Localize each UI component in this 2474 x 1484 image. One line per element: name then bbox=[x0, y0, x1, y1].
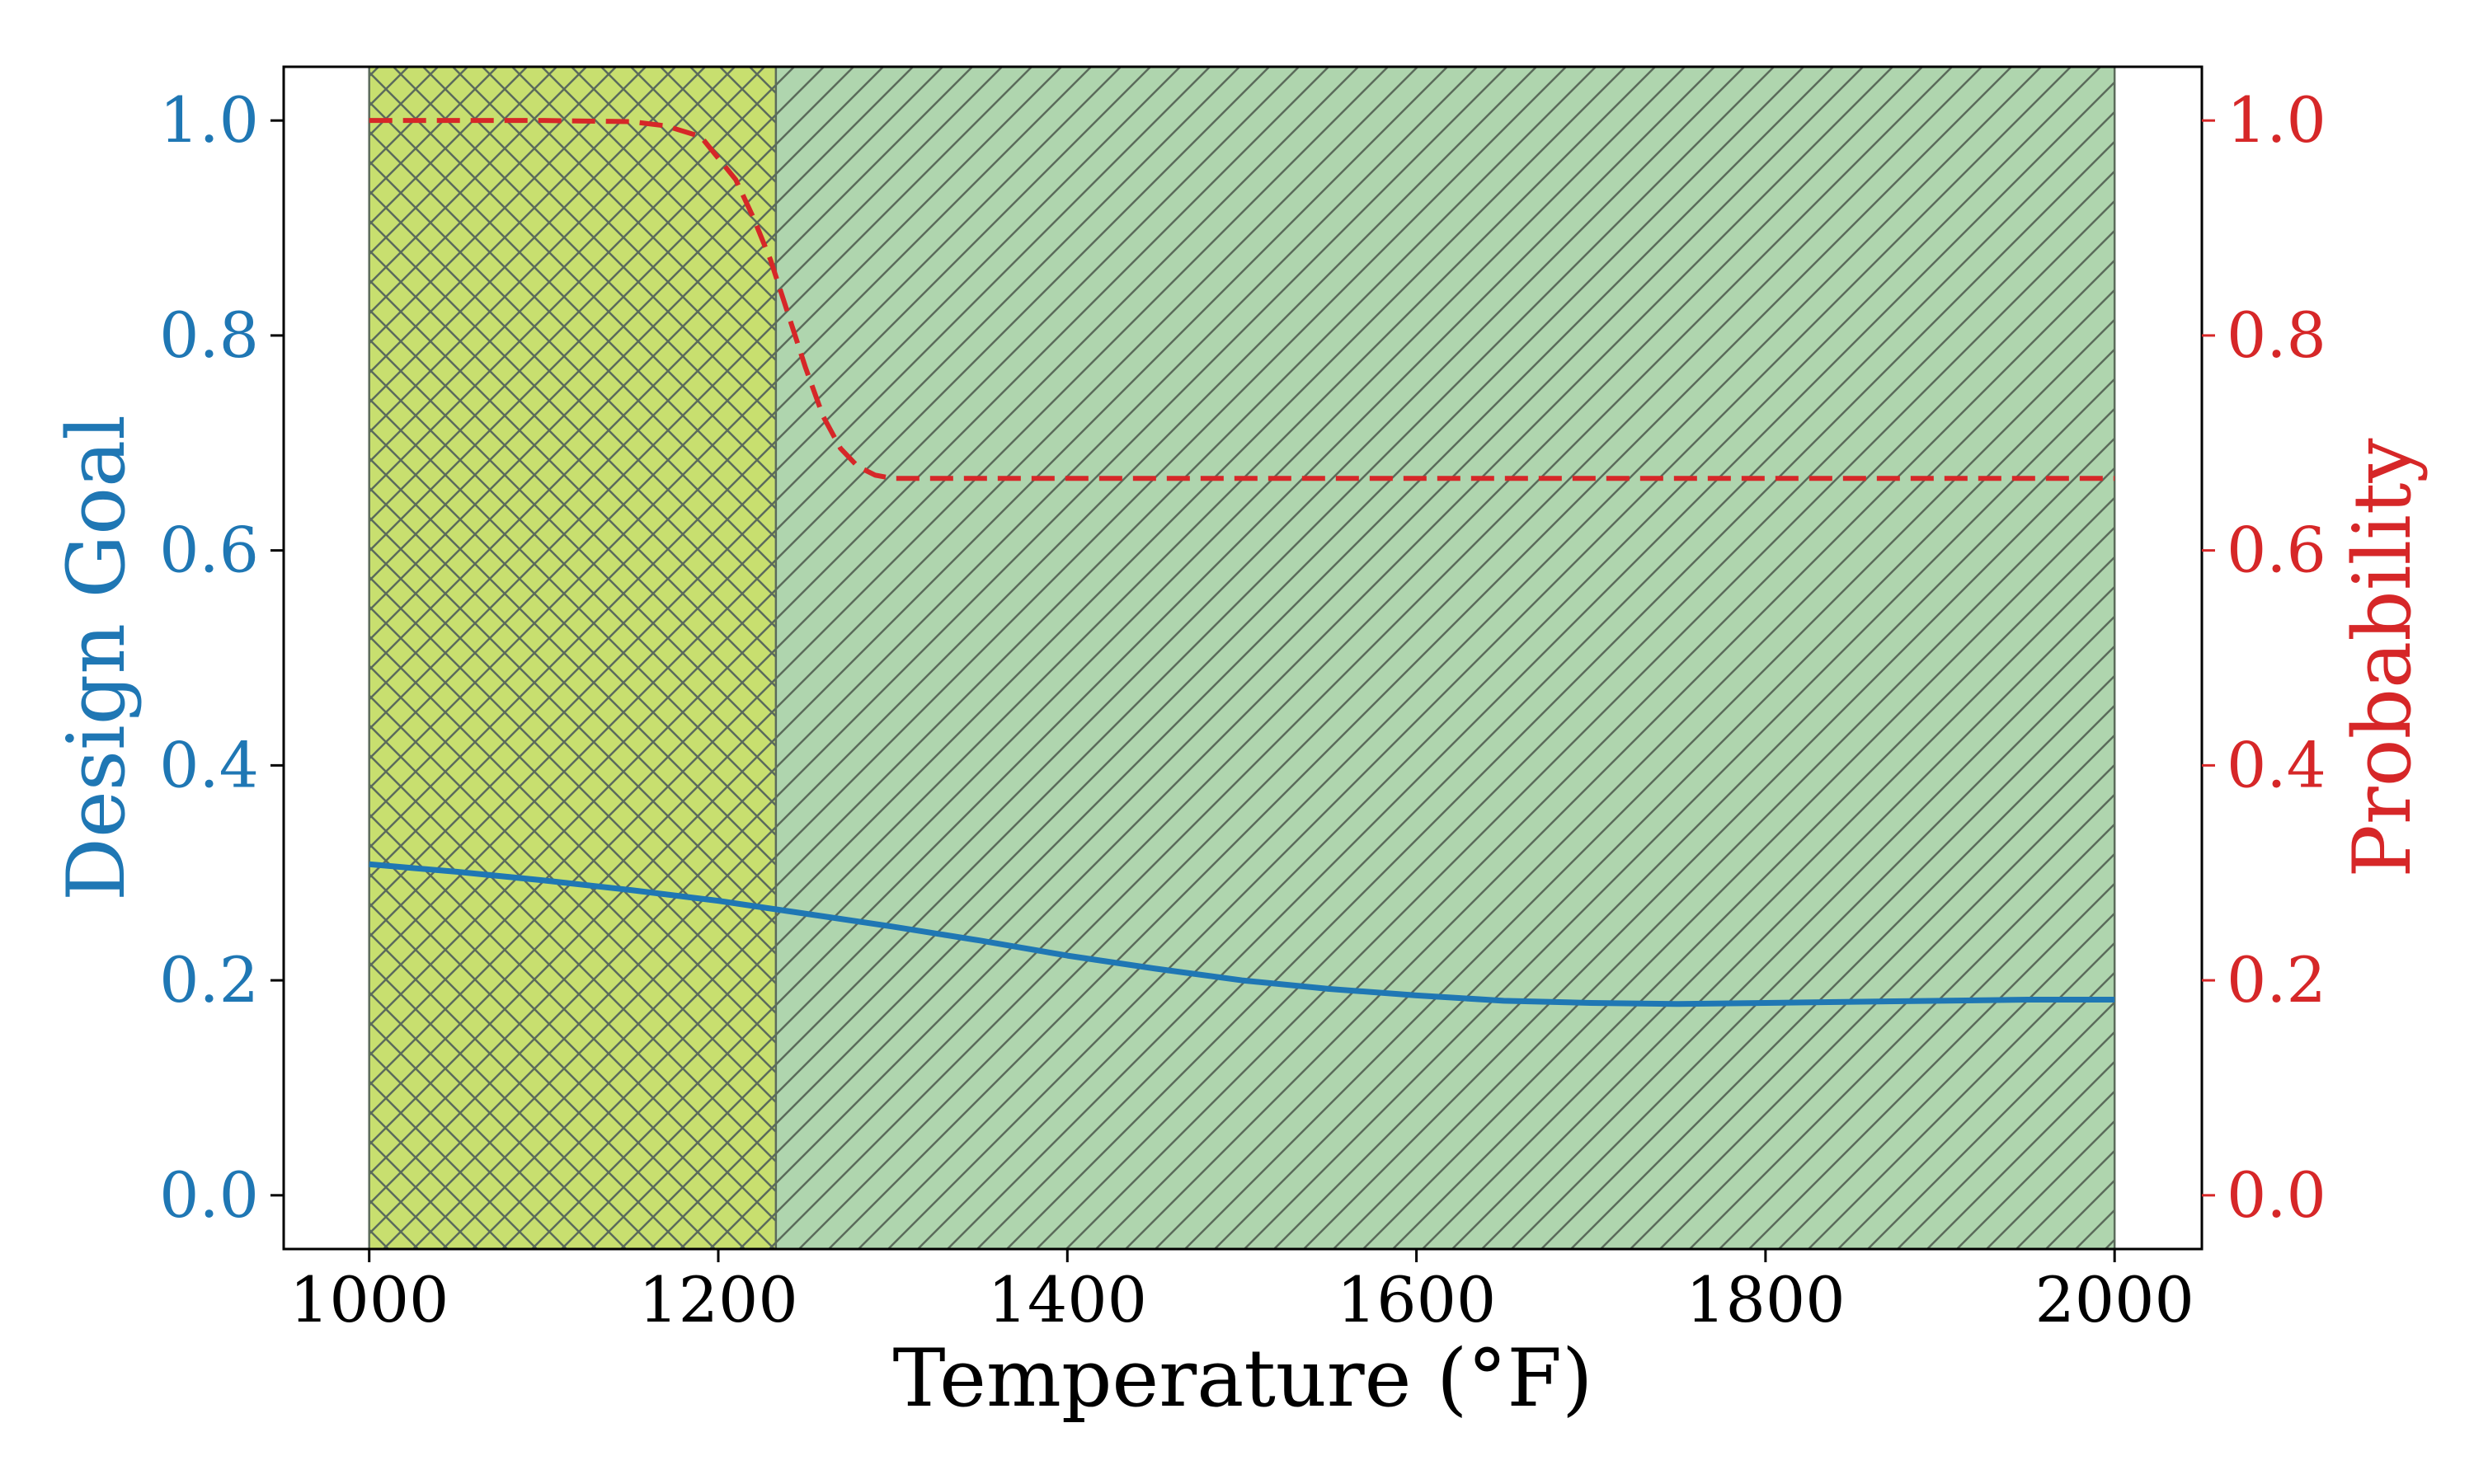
y-axis-left-title: Design Goal bbox=[50, 415, 143, 901]
x-tick-label: 1800 bbox=[1686, 1263, 1845, 1336]
plot-frame bbox=[282, 65, 2204, 1251]
y-axis-left: 0.0 0.2 0.4 0.6 0.8 1.0 bbox=[159, 83, 284, 1232]
y-left-tick-label: 1.0 bbox=[159, 83, 259, 157]
x-tick-label: 2000 bbox=[2034, 1263, 2194, 1336]
y-right-tick-label: 0.4 bbox=[2227, 728, 2326, 801]
x-axis-title: Temperature (°F) bbox=[893, 1332, 1593, 1425]
shaded-regions bbox=[368, 67, 2116, 1249]
x-tick-label: 1400 bbox=[988, 1263, 1147, 1336]
y-right-tick-label: 0.2 bbox=[2227, 943, 2326, 1017]
y-right-tick-label: 0.8 bbox=[2227, 298, 2326, 372]
y-left-tick-label: 0.2 bbox=[159, 943, 259, 1017]
series-lines bbox=[369, 118, 2115, 1007]
y-right-tick-label: 1.0 bbox=[2227, 83, 2326, 157]
y-right-tick-label: 0.6 bbox=[2227, 514, 2326, 587]
x-tick-label: 1600 bbox=[1337, 1263, 1496, 1336]
y-axis-right-title: Probability bbox=[2336, 438, 2429, 877]
y-right-tick-label: 0.0 bbox=[2227, 1158, 2326, 1232]
y-left-tick-label: 0.0 bbox=[159, 1158, 259, 1232]
probability-line bbox=[369, 118, 2115, 481]
y-left-tick-label: 0.4 bbox=[159, 728, 259, 801]
design-goal-line bbox=[369, 861, 2115, 1007]
x-tick-label: 1200 bbox=[638, 1263, 797, 1336]
y-left-tick-label: 0.8 bbox=[159, 298, 259, 372]
y-left-tick-label: 0.6 bbox=[159, 514, 259, 587]
y-axis-right: 0.0 0.2 0.4 0.6 0.8 1.0 bbox=[2202, 83, 2326, 1232]
region-1-hatch bbox=[369, 67, 776, 1249]
region-2-hatch bbox=[775, 67, 2115, 1249]
x-axis: 1000 1200 1400 1600 1800 2000 bbox=[289, 1249, 2194, 1336]
x-tick-label: 1000 bbox=[289, 1263, 449, 1336]
